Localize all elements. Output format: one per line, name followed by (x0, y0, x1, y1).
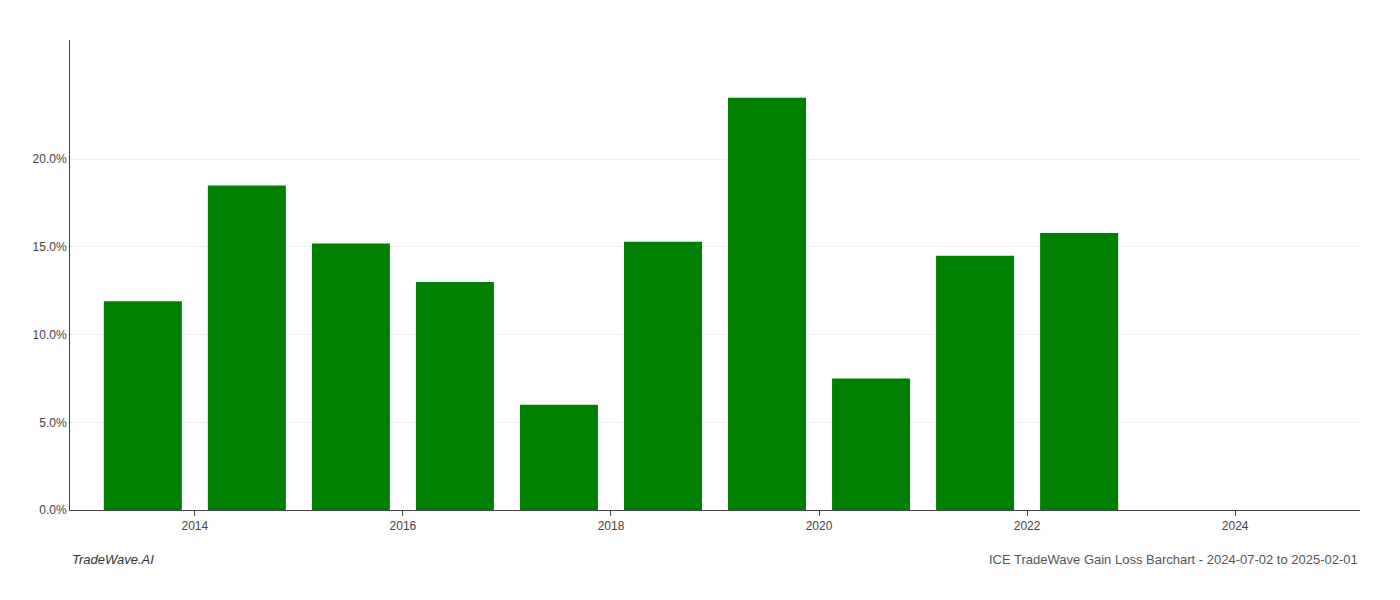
svg-text:2018: 2018 (598, 519, 625, 533)
svg-text:2014: 2014 (181, 519, 208, 533)
svg-text:ICE TradeWave Gain Loss Barcha: ICE TradeWave Gain Loss Barchart - 2024-… (989, 552, 1358, 567)
svg-text:2020: 2020 (806, 519, 833, 533)
svg-text:5.0%: 5.0% (39, 416, 67, 430)
svg-text:10.0%: 10.0% (33, 328, 67, 342)
svg-text:TradeWave.AI: TradeWave.AI (72, 552, 154, 567)
svg-text:2024: 2024 (1222, 519, 1249, 533)
svg-text:15.0%: 15.0% (33, 240, 67, 254)
svg-text:0.0%: 0.0% (39, 503, 67, 517)
svg-text:2016: 2016 (390, 519, 417, 533)
svg-text:20.0%: 20.0% (33, 152, 67, 166)
svg-text:2022: 2022 (1014, 519, 1041, 533)
